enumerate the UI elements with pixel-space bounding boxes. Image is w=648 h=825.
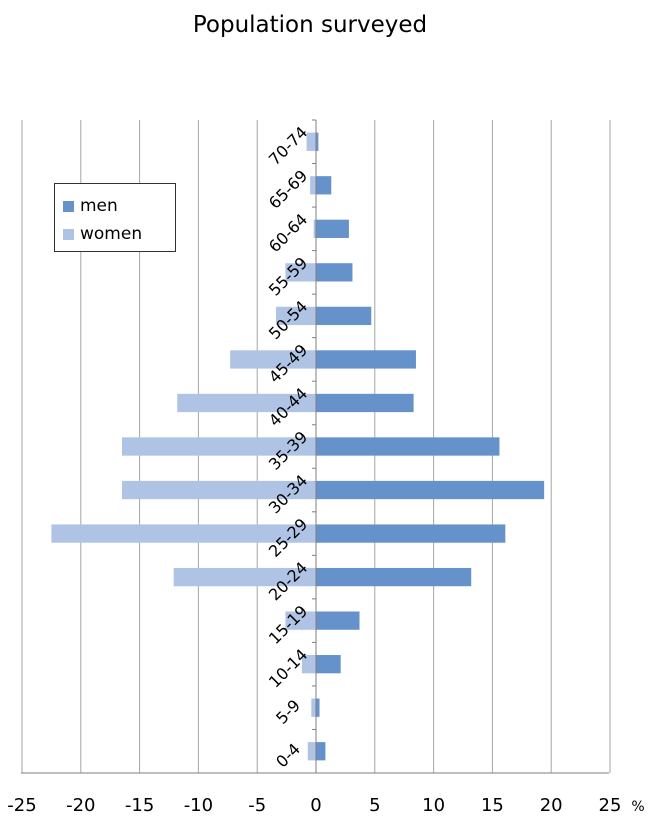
bar-men-20-24 — [316, 568, 471, 586]
legend-swatch-men — [63, 201, 74, 212]
bar-men-65-69 — [316, 176, 331, 194]
tick-labels: -25 -20 -15 -10 -5 0 5 10 15 20 25% — [7, 795, 644, 816]
legend-item-men: men — [63, 196, 118, 216]
legend-label-women: women — [80, 224, 142, 244]
x-tick-label: -20 — [66, 795, 95, 816]
legend-label-men: men — [80, 196, 118, 216]
category-label: 60-64 — [265, 210, 311, 256]
x-tick-label: 20 — [540, 795, 563, 816]
bar-men-40-44 — [316, 394, 414, 412]
bar-men-45-49 — [316, 350, 416, 368]
x-tick-label: -10 — [184, 795, 213, 816]
bar-men-25-29 — [316, 524, 505, 542]
bar-men-35-39 — [316, 437, 499, 455]
bar-men-60-64 — [316, 220, 349, 238]
category-label: 65-69 — [265, 166, 311, 212]
category-label: 5-9 — [272, 696, 304, 728]
x-unit-label: % — [631, 799, 644, 815]
bar-women-0-4 — [308, 742, 316, 760]
x-tick-label: 5 — [369, 795, 380, 816]
bar-men-10-14 — [316, 655, 341, 673]
bar-men-50-54 — [316, 307, 371, 325]
bar-women-5-9 — [311, 699, 316, 717]
category-label: 70-74 — [265, 123, 311, 169]
x-tick-label: 10 — [422, 795, 445, 816]
bar-men-5-9 — [316, 699, 320, 717]
legend-swatch-women — [63, 229, 74, 240]
x-tick-label: 25 — [599, 795, 622, 816]
x-tick-label: 15 — [481, 795, 504, 816]
bar-men-0-4 — [316, 742, 325, 760]
x-tick-label: -15 — [125, 795, 154, 816]
bar-women-65-69 — [310, 176, 316, 194]
category-label: 0-4 — [272, 739, 304, 771]
legend-item-women: women — [63, 224, 142, 244]
x-tick-label: -25 — [7, 795, 36, 816]
legend: men women — [54, 183, 176, 252]
bar-men-55-59 — [316, 263, 352, 281]
x-tick-label: -5 — [248, 795, 266, 816]
x-tick-label: 0 — [310, 795, 321, 816]
bar-men-15-19 — [316, 611, 360, 629]
bar-men-30-34 — [316, 481, 544, 499]
